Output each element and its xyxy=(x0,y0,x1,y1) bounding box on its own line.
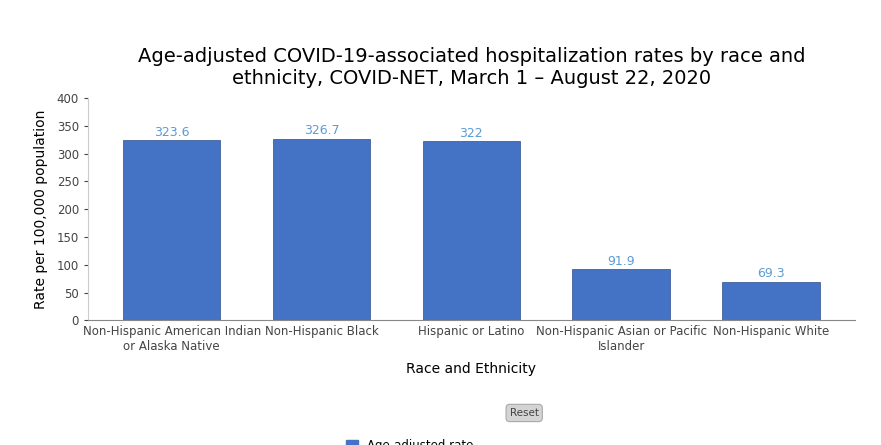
Bar xyxy=(273,139,370,320)
Text: 91.9: 91.9 xyxy=(607,255,635,267)
Text: 69.3: 69.3 xyxy=(757,267,785,280)
Y-axis label: Rate per 100,000 population: Rate per 100,000 population xyxy=(34,109,48,309)
Bar xyxy=(722,282,819,320)
X-axis label: Race and Ethnicity: Race and Ethnicity xyxy=(406,362,537,376)
Text: Reset: Reset xyxy=(510,408,538,418)
Bar xyxy=(123,140,220,320)
Text: 322: 322 xyxy=(460,127,483,140)
Bar xyxy=(423,141,520,320)
Title: Age-adjusted COVID-19-associated hospitalization rates by race and
ethnicity, CO: Age-adjusted COVID-19-associated hospita… xyxy=(137,47,805,88)
Legend: Age-adjusted rate: Age-adjusted rate xyxy=(346,440,474,445)
Bar xyxy=(573,269,670,320)
Text: 326.7: 326.7 xyxy=(304,124,339,137)
Text: 323.6: 323.6 xyxy=(154,126,189,139)
